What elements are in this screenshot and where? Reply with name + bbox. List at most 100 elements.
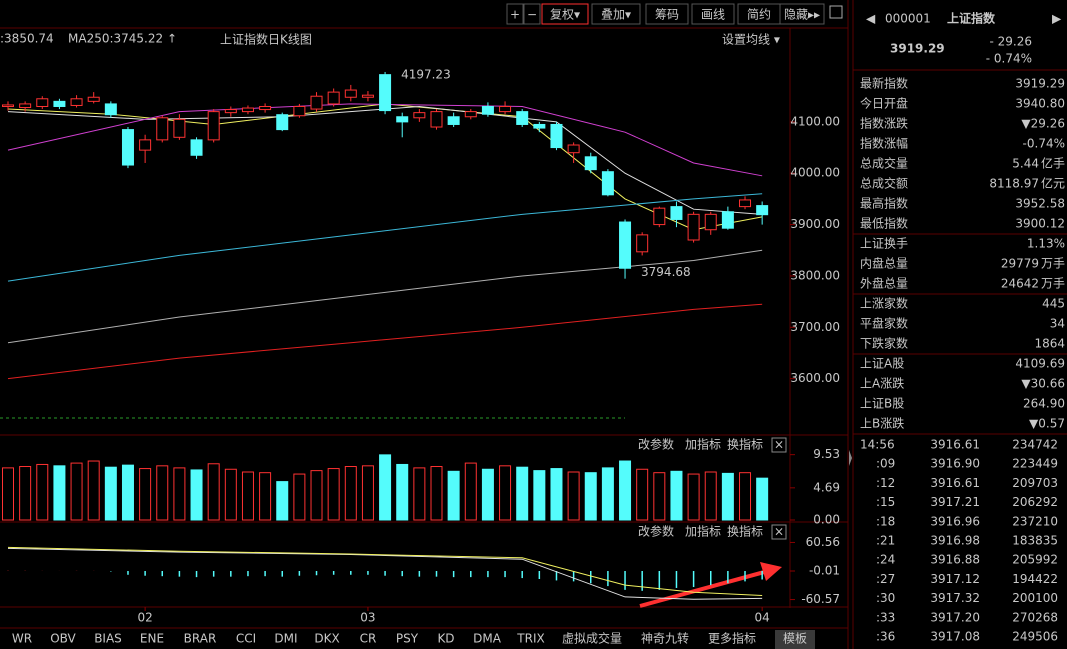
tab-active[interactable] (775, 630, 815, 649)
y-tick-label: 0.00 (813, 513, 840, 527)
panel-button[interactable]: × (774, 438, 784, 452)
candle-body (224, 109, 237, 114)
quote-value: 3919.29 (1015, 77, 1065, 91)
bottom-tab[interactable]: DMA (473, 632, 502, 646)
quote-label: 内盘总量 (860, 256, 908, 271)
candle-body (87, 96, 100, 102)
toolbar-label[interactable]: 隐藏▸▸ (784, 8, 820, 22)
toolbar-button[interactable] (541, 3, 589, 25)
toolbar-button[interactable] (591, 3, 641, 25)
panel-button[interactable]: 换指标 (727, 524, 763, 539)
panel-button[interactable]: 改参数 (638, 524, 674, 539)
bottom-tab[interactable]: CCI (236, 632, 256, 646)
y-tick-label: 4100.00 (790, 114, 840, 128)
bottom-tab[interactable]: KD (437, 632, 454, 646)
trade-volume: 200100 (1012, 591, 1058, 605)
toolbar-label[interactable]: 叠加▾ (601, 8, 631, 22)
toolbar-label[interactable]: + (510, 8, 520, 22)
y-tick-label: -0.01 (809, 564, 840, 578)
bottom-tab[interactable]: 神奇九转 (641, 631, 689, 646)
arrow-head (760, 562, 782, 581)
bottom-tab[interactable]: OBV (50, 632, 76, 646)
bottom-tab[interactable]: 更多指标 (708, 631, 756, 646)
volume-bar (721, 472, 734, 521)
candle-body (687, 213, 700, 241)
bottom-tab[interactable]: BRAR (184, 632, 217, 646)
volume-bar (481, 468, 494, 521)
ma-setting[interactable]: 设置均线 ▾ (722, 33, 780, 47)
bottom-tab[interactable]: BIAS (94, 632, 122, 646)
toolbar-button[interactable] (645, 3, 689, 25)
volume-bar (173, 467, 186, 521)
candle-body (481, 105, 494, 115)
toolbar-button[interactable] (691, 3, 735, 25)
window-button[interactable] (829, 5, 843, 19)
candle-body (327, 91, 340, 105)
trade-price: 3916.90 (930, 457, 980, 471)
collapse-handle[interactable] (849, 450, 852, 466)
trade-time: 14:56 (860, 438, 895, 452)
candle-body (516, 111, 529, 125)
price-change-pct: - 0.74% (986, 52, 1032, 66)
panel-button[interactable]: × (774, 525, 784, 539)
toolbar-label[interactable]: 画线 (701, 8, 725, 22)
quote-label: 上涨家数 (860, 296, 908, 311)
panel-button[interactable]: 改参数 (638, 437, 674, 452)
toolbar-label[interactable]: − (527, 8, 537, 22)
bottom-tab[interactable]: CR (360, 632, 377, 646)
y-tick-label: -60.57 (801, 592, 840, 606)
next-arrow[interactable]: ▶ (1052, 12, 1062, 26)
prev-arrow[interactable]: ◀ (866, 12, 876, 26)
panel-button[interactable]: 换指标 (727, 437, 763, 452)
candle-body (190, 139, 203, 156)
candle-body (670, 206, 683, 220)
candle-body (550, 123, 563, 149)
candle-body (139, 139, 152, 151)
candle-body (104, 103, 117, 116)
bottom-tab[interactable]: DMI (274, 632, 297, 646)
volume-bar (739, 472, 752, 521)
bottom-tab[interactable]: DKX (314, 632, 339, 646)
bottom-tab[interactable]: PSY (396, 632, 419, 646)
quote-label: 平盘家数 (860, 316, 908, 331)
volume-bar (379, 454, 392, 521)
y-tick-label: 3700.00 (790, 320, 840, 334)
volume-bar (87, 460, 100, 521)
toolbar-button[interactable] (779, 3, 825, 25)
bottom-tab[interactable]: 模板 (783, 632, 807, 646)
trade-price: 3916.61 (930, 438, 980, 452)
quote-value: 3900.12 (1015, 217, 1065, 231)
x-tick-label: 04 (755, 611, 770, 625)
toolbar-label[interactable]: 复权▾ (550, 8, 580, 22)
volume-bar (636, 468, 649, 521)
toolbar-button[interactable] (506, 3, 524, 25)
close-box[interactable] (771, 524, 787, 540)
volume-bar (224, 468, 237, 521)
panel-button[interactable]: 加指标 (685, 437, 721, 452)
candle-body (756, 205, 769, 216)
volume-bar (19, 466, 32, 521)
candle-body (293, 105, 306, 117)
candle-body (447, 116, 460, 125)
y-tick-label: 60.56 (806, 535, 840, 549)
candle-body (464, 111, 477, 118)
bottom-tab[interactable]: TRIX (516, 632, 544, 646)
quote-value: 29779 (1001, 257, 1039, 271)
trade-time: :33 (876, 610, 895, 624)
quote-unit: 亿元 (1041, 176, 1065, 191)
bottom-tab[interactable]: ENE (140, 632, 164, 646)
close-box[interactable] (771, 437, 787, 453)
bottom-tab[interactable]: WR (12, 632, 32, 646)
trade-volume: 194422 (1012, 572, 1058, 586)
panel-button[interactable]: 加指标 (685, 524, 721, 539)
toolbar-label[interactable]: 简约 (747, 7, 771, 22)
volume-bar (310, 470, 323, 521)
toolbar-label[interactable]: 筹码 (655, 8, 679, 22)
candle-body (567, 144, 580, 154)
bottom-tab[interactable]: 虚拟成交量 (562, 631, 622, 646)
quote-label: 上证A股 (860, 357, 904, 371)
toolbar-button[interactable] (523, 3, 541, 25)
candle-body (430, 111, 443, 128)
volume-bar (361, 465, 374, 521)
quote-label: 指数涨幅 (860, 136, 908, 151)
